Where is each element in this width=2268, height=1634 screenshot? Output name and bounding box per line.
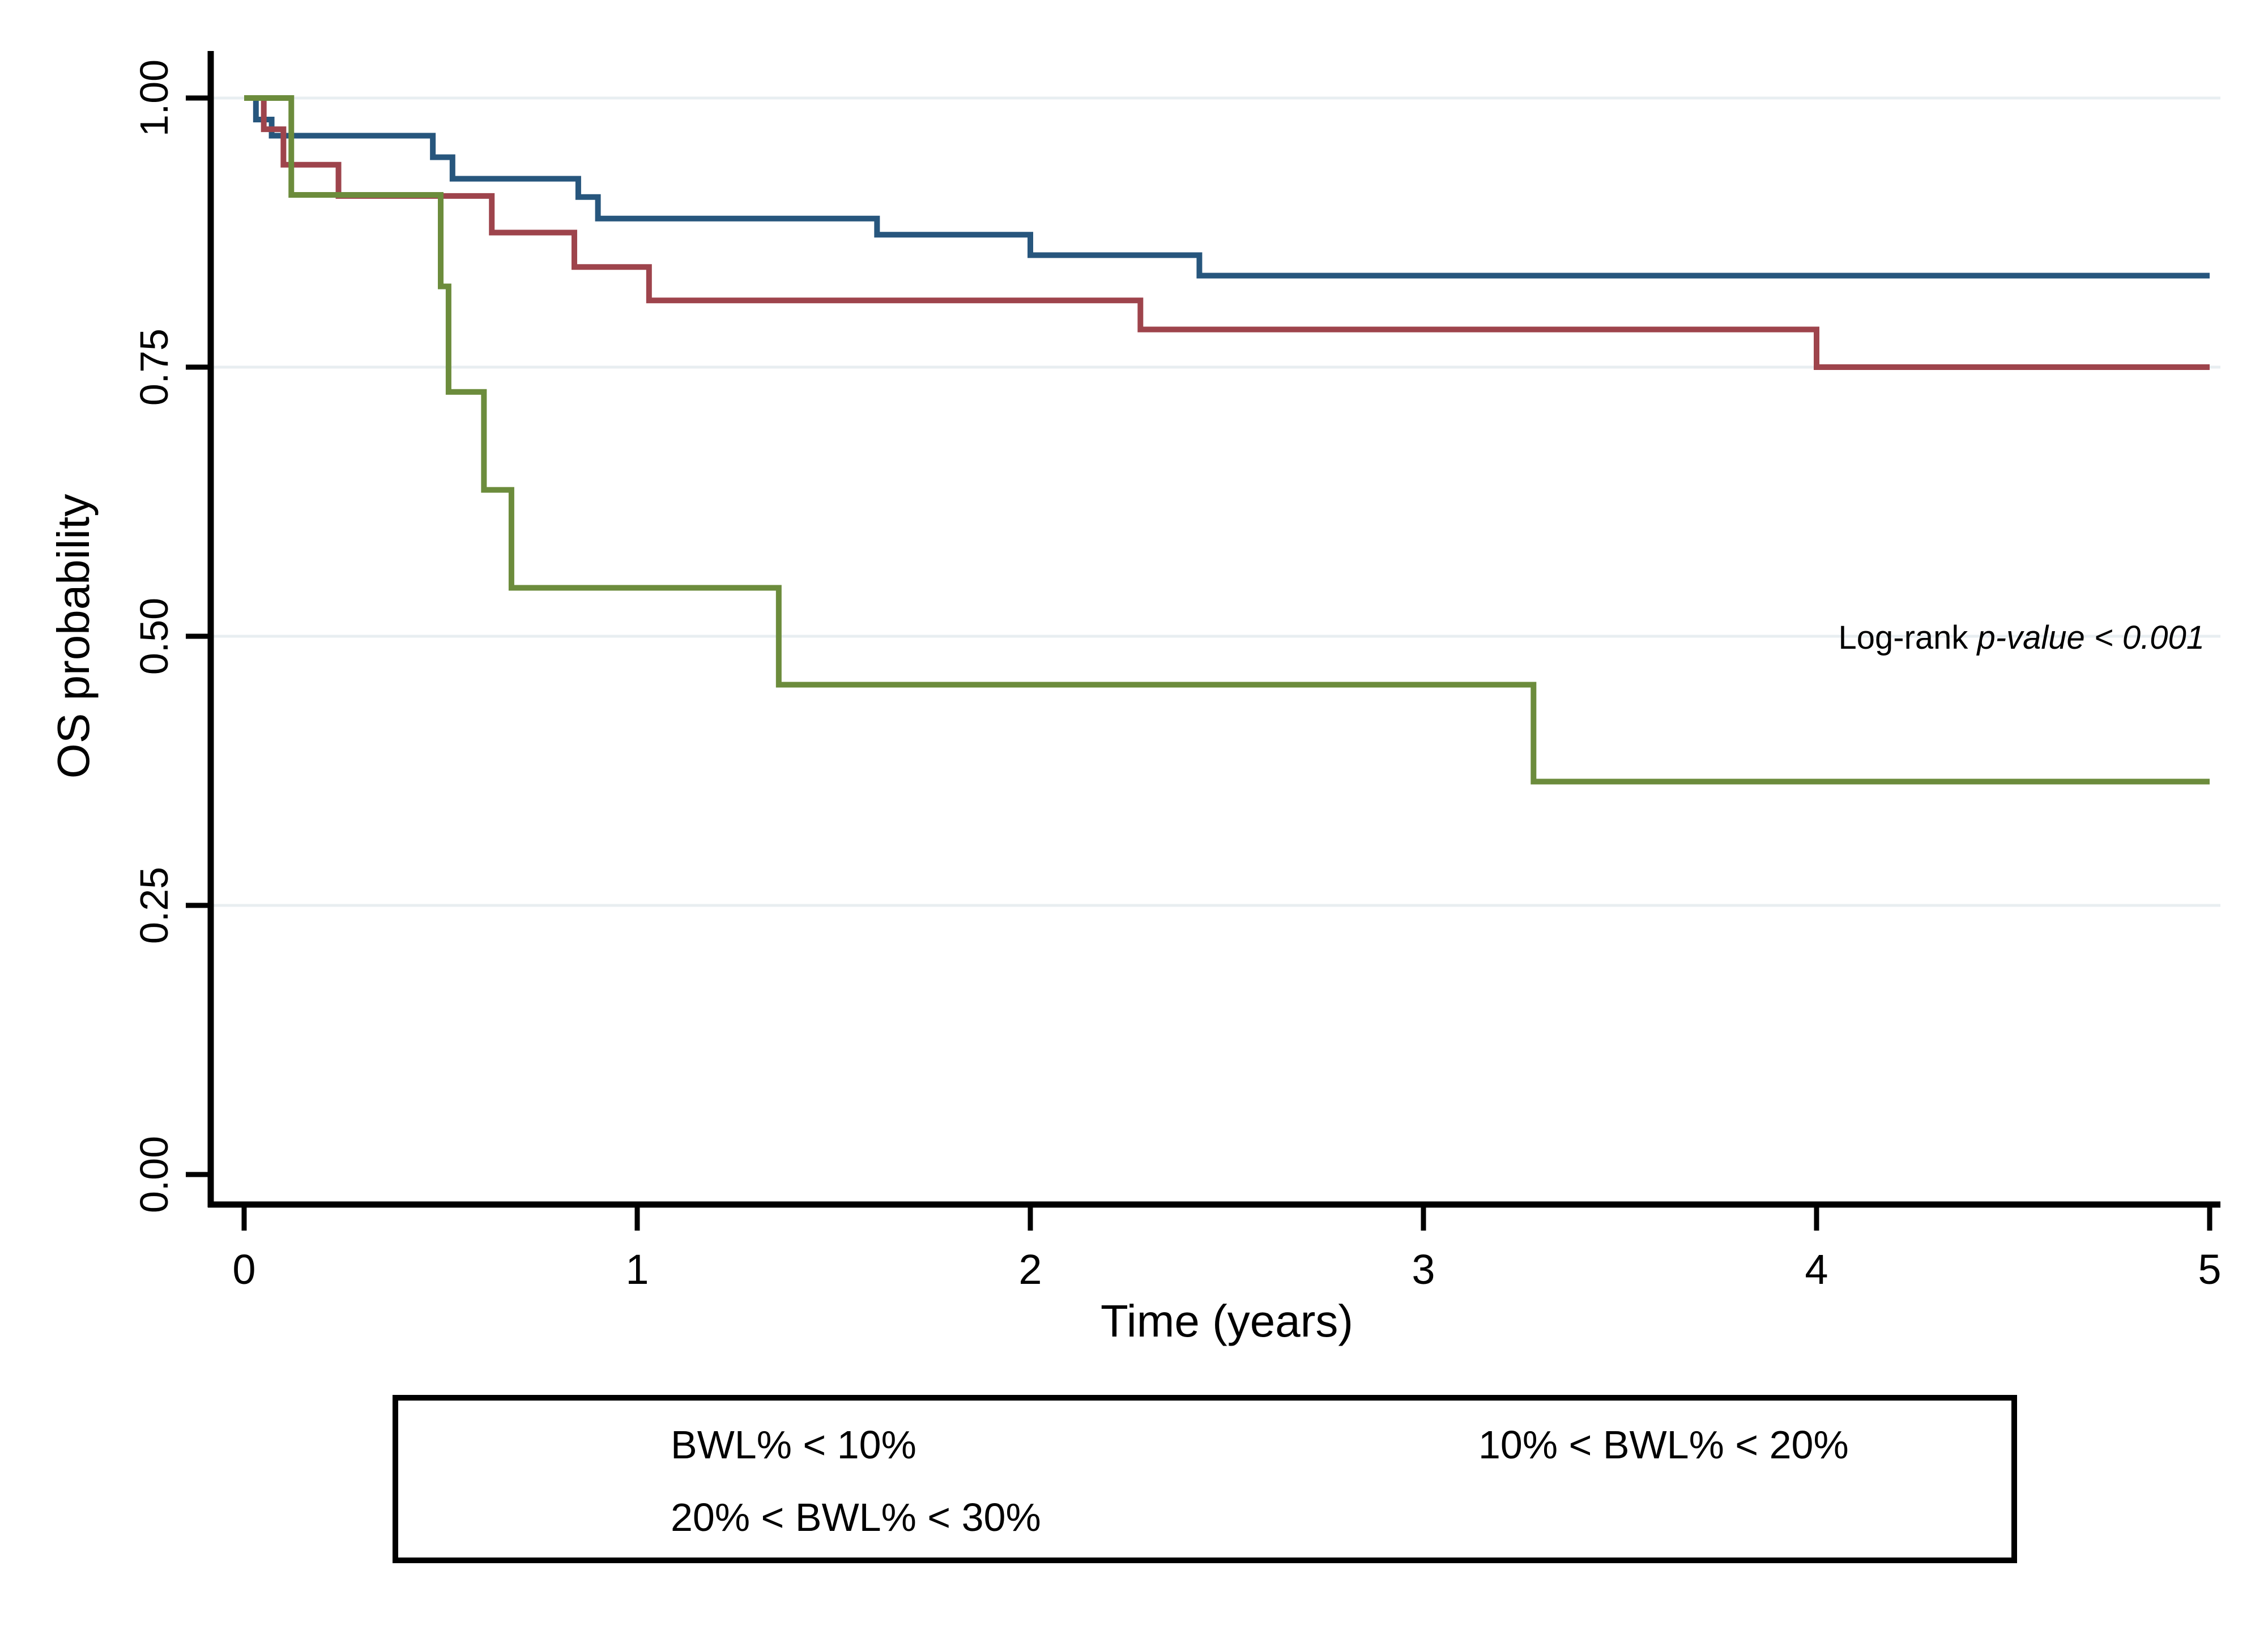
y-tick-label-1.00: 1.00 [132, 59, 176, 137]
log-rank-annotation: Log-rank p-value < 0.001 [1838, 619, 2205, 657]
x-tick-label-5: 5 [2198, 1246, 2222, 1293]
series-line-1-10-bwl-20- [244, 95, 2210, 370]
y-tick-label-0.00: 0.00 [132, 1135, 176, 1214]
legend-label-bwl-lt-10: BWL% < 10% [671, 1423, 916, 1467]
x-tick-label-0: 0 [232, 1246, 256, 1293]
legend-label-bwl-10-20: 10% < BWL% < 20% [1478, 1423, 1849, 1467]
x-axis-title: Time (years) [1101, 1296, 1353, 1346]
legend-label-bwl-20-30: 20% < BWL% < 30% [671, 1495, 1041, 1539]
y-tick-label-0.25: 0.25 [132, 866, 176, 944]
annotation-text: Log-rank [1838, 619, 1968, 656]
series-line-0-bwl-10- [244, 95, 2210, 279]
y-tick-label-0.75: 0.75 [132, 328, 176, 406]
y-tick-label-0.50: 0.50 [132, 597, 176, 675]
x-tick-label-1: 1 [625, 1246, 649, 1293]
x-tick-label-3: 3 [1412, 1246, 1435, 1293]
y-axis-title: OS probability [48, 493, 99, 779]
annotation-pvalue: p-value < 0.001 [1977, 619, 2205, 656]
x-tick-label-4: 4 [1805, 1246, 1828, 1293]
series-line-2-20-bwl-30- [244, 95, 2210, 785]
legend-box [393, 1395, 2017, 1563]
x-tick-label-2: 2 [1018, 1246, 1042, 1293]
